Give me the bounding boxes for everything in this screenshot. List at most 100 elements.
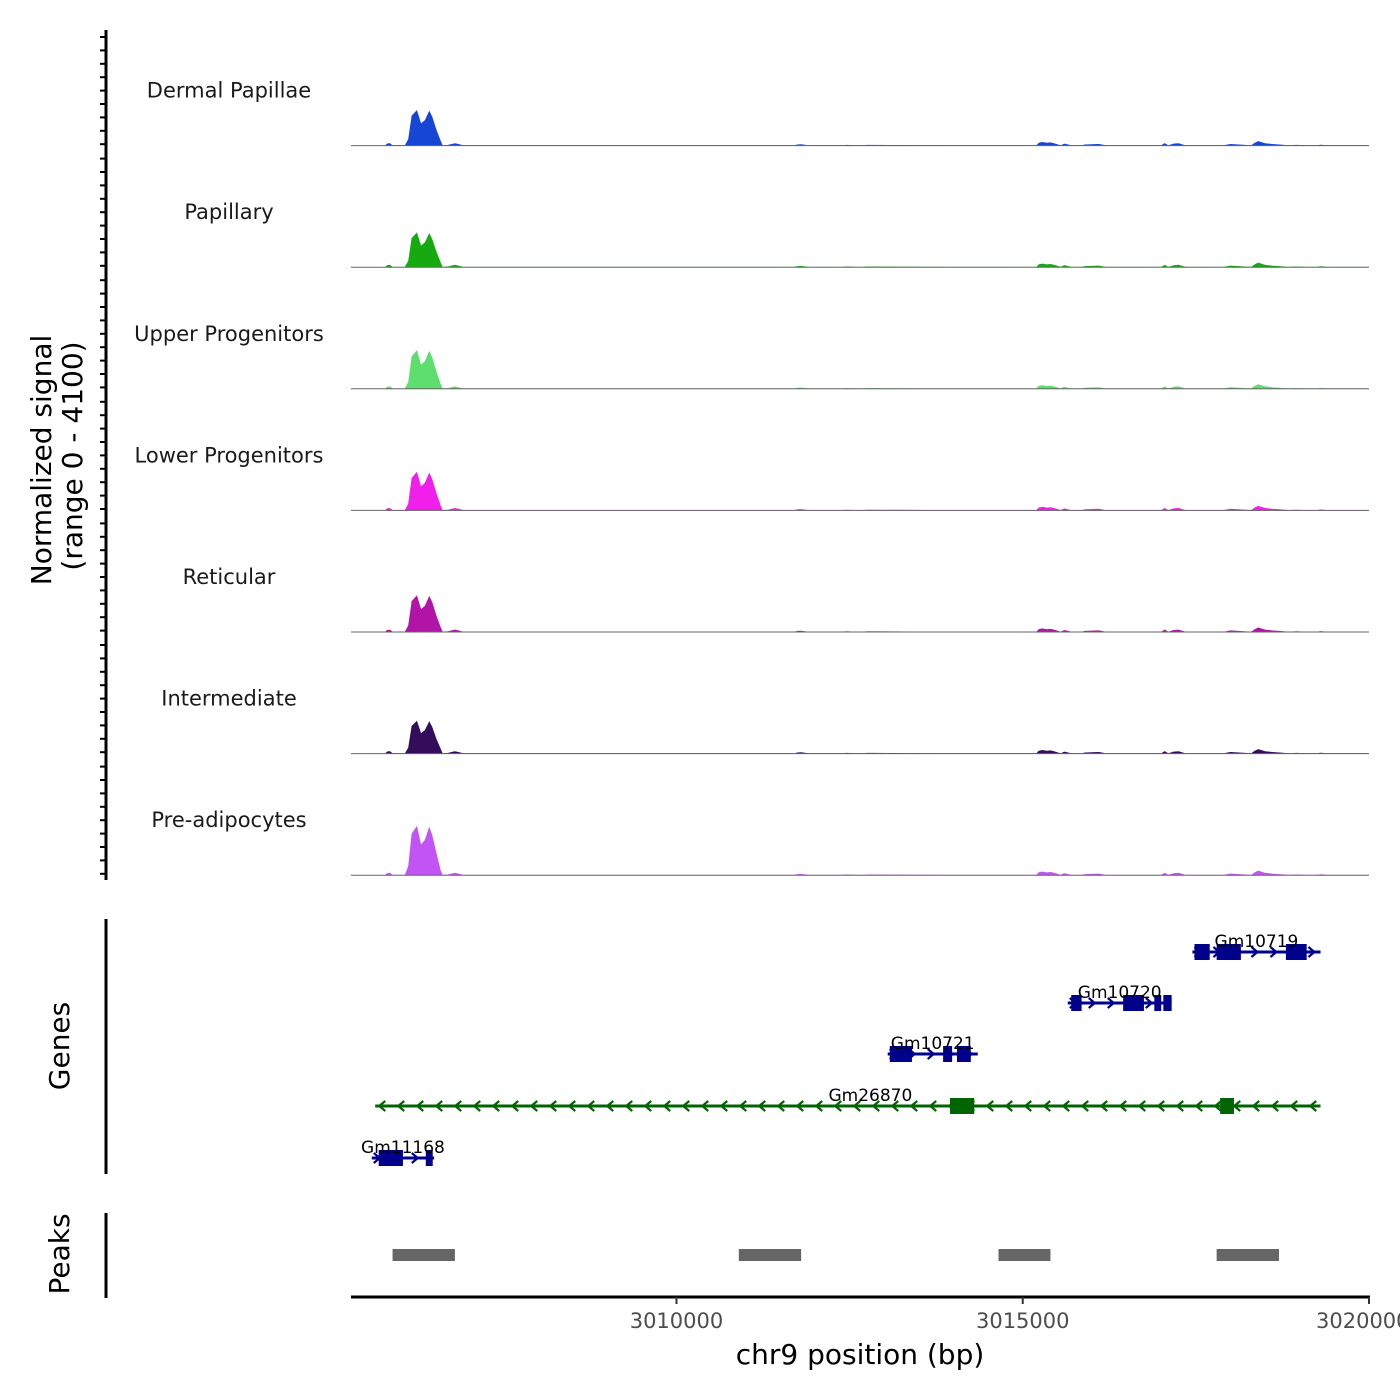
strand-arrow	[434, 1100, 443, 1112]
exon	[950, 1098, 975, 1114]
coverage-area	[384, 720, 1369, 754]
strand-arrow	[1118, 1100, 1127, 1112]
track-label: Upper Progenitors	[134, 322, 324, 346]
strand-arrow	[1289, 1100, 1298, 1112]
track-label: Dermal Papillae	[147, 79, 311, 103]
x-tick-label: 3015000	[976, 1309, 1070, 1333]
strand-arrow	[1137, 1100, 1146, 1112]
peaks-y-axis-title: Peaks	[43, 1213, 76, 1294]
exon	[1216, 944, 1241, 960]
gene-models: Gm10719 Gm10720 Gm10721 Gm26870 Gm11168	[361, 932, 1321, 1166]
strand-arrow	[415, 1100, 424, 1112]
strand-arrow	[1175, 1100, 1184, 1112]
x-axis-title: chr9 position (bp)	[736, 1338, 985, 1371]
track-dermal-papillae: Dermal Papillae	[147, 79, 1369, 147]
strand-arrow	[624, 1100, 633, 1112]
strand-arrow	[396, 1100, 405, 1112]
exon	[1154, 995, 1162, 1011]
strand-arrow	[852, 1100, 861, 1112]
strand-arrow	[926, 1048, 936, 1060]
gene-gm26870: Gm26870	[375, 1086, 1321, 1114]
exon	[425, 1150, 433, 1166]
coverage-area	[384, 350, 1369, 390]
strand-arrow	[985, 1100, 994, 1112]
coverage-area	[384, 471, 1369, 511]
track-label: Pre-adipocytes	[151, 808, 306, 832]
x-axis: 3010000 3015000 3020000 chr9 position (bp)	[351, 1295, 1400, 1371]
strand-arrow	[1232, 1100, 1241, 1112]
strand-arrow	[1061, 1100, 1070, 1112]
gene-gm10720: Gm10720	[1067, 983, 1172, 1011]
strand-arrow	[605, 1100, 614, 1112]
strand-arrow	[1269, 946, 1279, 958]
coverage-area	[384, 825, 1369, 876]
strand-arrow	[643, 1100, 652, 1112]
x-axis-ticks: 3010000 3015000 3020000	[630, 1297, 1400, 1333]
strand-arrow	[510, 1100, 519, 1112]
track-intermediate: Intermediate	[161, 687, 1369, 755]
gene-label: Gm10720	[1078, 983, 1162, 1003]
strand-arrow	[1156, 1100, 1165, 1112]
strand-arrow	[411, 1152, 420, 1164]
peaks-panel: Peaks	[43, 1213, 1279, 1298]
strand-arrow	[377, 1100, 386, 1112]
exon	[1163, 995, 1172, 1011]
strand-arrow	[1099, 1100, 1108, 1112]
track-label: Papillary	[184, 200, 273, 224]
track-upper-progenitors: Upper Progenitors	[134, 322, 1369, 390]
strand-arrow	[1088, 997, 1097, 1009]
track-label: Intermediate	[161, 687, 297, 711]
strand-arrow	[719, 1100, 728, 1112]
exon	[889, 1046, 912, 1062]
gene-gm10719: Gm10719	[1192, 932, 1321, 960]
coverage-tracks: Dermal Papillae Papillary Upper Progenitor…	[134, 79, 1369, 876]
strand-arrow	[1250, 946, 1260, 958]
strand-arrow	[1307, 946, 1317, 958]
gene-label: Gm26870	[828, 1086, 912, 1106]
strand-arrow	[529, 1100, 538, 1112]
track-reticular: Reticular	[183, 565, 1369, 633]
strand-arrow	[738, 1100, 747, 1112]
strand-arrow	[1080, 1100, 1089, 1112]
genes-y-axis-title: Genes	[43, 1002, 76, 1090]
strand-arrow	[833, 1100, 842, 1112]
strand-arrow	[1251, 1100, 1260, 1112]
strand-arrow	[795, 1100, 804, 1112]
peak-region	[392, 1249, 455, 1261]
strand-arrow	[871, 1100, 880, 1112]
strand-arrow	[472, 1100, 481, 1112]
exon	[1194, 944, 1210, 960]
strand-arrow	[453, 1100, 462, 1112]
strand-arrow	[1194, 1100, 1203, 1112]
coverage-y-axis-title-line1: Normalized signal	[25, 335, 58, 586]
gene-gm11168: Gm11168	[361, 1138, 445, 1166]
coverage-area	[384, 595, 1369, 633]
track-papillary: Papillary	[184, 200, 1369, 268]
track-label: Reticular	[183, 565, 276, 589]
x-tick-label: 3010000	[630, 1309, 724, 1333]
x-tick-label: 3020000	[1316, 1309, 1400, 1333]
exon	[1220, 1098, 1234, 1114]
peak-region	[998, 1249, 1051, 1261]
track-label: Lower Progenitors	[135, 443, 324, 467]
peak-region	[738, 1249, 802, 1261]
strand-arrow	[1213, 1100, 1222, 1112]
strand-arrow	[776, 1100, 785, 1112]
coverage-y-axis-title-line2: (range 0 - 4100)	[56, 341, 89, 570]
coverage-area	[384, 232, 1369, 268]
genes-panel: Genes Gm10719 Gm10720 Gm10721 Gm26870 Gm1116…	[43, 919, 1321, 1174]
strand-arrow	[757, 1100, 766, 1112]
exon	[1123, 995, 1144, 1011]
strand-arrow	[1042, 1100, 1051, 1112]
gene-label: Gm10721	[891, 1034, 975, 1054]
strand-arrow	[491, 1100, 500, 1112]
strand-arrow	[1145, 997, 1154, 1009]
peak-region	[1216, 1249, 1279, 1261]
coverage-area	[384, 110, 1369, 146]
track-pre-adipocytes: Pre-adipocytes	[151, 808, 1369, 876]
gene-label: Gm11168	[361, 1138, 445, 1158]
gene-gm10721: Gm10721	[887, 1034, 978, 1062]
exon	[943, 1046, 953, 1062]
gene-label: Gm10719	[1215, 932, 1299, 952]
